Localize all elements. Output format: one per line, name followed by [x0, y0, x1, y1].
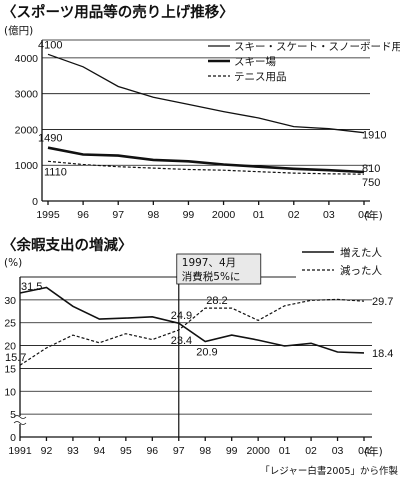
- sales-legend-label: スキー場: [234, 55, 276, 68]
- leisure-x-tick-label: 98: [199, 445, 211, 457]
- sales-data-label: 1910: [362, 130, 386, 142]
- leisure-y-tick-label: 10: [4, 386, 16, 398]
- sales-data-label: 4100: [38, 39, 62, 51]
- leisure-x-tick-label: 95: [120, 445, 132, 457]
- leisure-y-tick-label: 0: [10, 432, 16, 444]
- sales-legend-label: テニス用品: [234, 71, 287, 83]
- series-line-ski-skate-snowboard: [47, 53, 365, 134]
- leisure-data-label: 18.4: [372, 348, 393, 360]
- sales-x-tick-label: 96: [77, 209, 89, 221]
- leisure-data-label: 31.5: [21, 281, 42, 293]
- leisure-legend-bg: [296, 242, 398, 278]
- leisure-x-tick-label: 97: [173, 445, 185, 457]
- sales-y-tick-label: 0: [32, 196, 38, 208]
- sales-y-unit: (億円): [4, 24, 33, 37]
- leisure-y-unit: (%): [4, 257, 22, 269]
- leisure-y-tick-label: 30: [4, 295, 16, 307]
- sales-y-tick-label: 2000: [15, 124, 39, 136]
- sales-y-tick-label: 3000: [15, 89, 39, 101]
- sales-x-tick-label: 98: [147, 209, 159, 221]
- leisure-x-unit: (年): [364, 445, 383, 458]
- leisure-x-tick-label: 03: [332, 445, 344, 457]
- leisure-data-label: 20.9: [196, 346, 217, 358]
- leisure-x-tick-label: 99: [226, 445, 238, 457]
- sales-chart: 〈スポーツ用品等の売り上げ推移〉 (億円) 0 1000 2000 3000 4000 1…: [2, 3, 400, 222]
- leisure-x-tick-label: 02: [305, 445, 317, 457]
- leisure-legend-label: 増えた人: [340, 246, 382, 259]
- axis-break-mark: [13, 415, 27, 419]
- sales-data-label: 810: [362, 163, 380, 175]
- sales-x-tick-label: 2000: [212, 209, 236, 221]
- sales-x-tick-label: 01: [253, 209, 265, 221]
- leisure-x-tick-label: 2000: [246, 445, 270, 457]
- leisure-y-tick-label: 25: [4, 318, 16, 330]
- sales-chart-title: 〈スポーツ用品等の売り上げ推移〉: [2, 3, 234, 21]
- axis-break-mark: [13, 421, 27, 425]
- tax-annotation-box: [176, 253, 262, 285]
- leisure-data-label: 23.4: [171, 335, 192, 347]
- leisure-data-label: 24.9: [171, 310, 192, 322]
- tax-annotation-line1: 1997、4月: [182, 257, 236, 269]
- leisure-chart-title: 〈余暇支出の増減〉: [2, 236, 133, 254]
- leisure-y-tick-label: 15: [4, 363, 16, 375]
- sales-x-tick-label: 03: [323, 209, 335, 221]
- leisure-chart: 〈余暇支出の増減〉 (%) 0 5 10 15 20 25 30 1991 92 93 94 95 96…: [2, 236, 398, 477]
- axis-break-gap: [14, 416, 26, 424]
- series-line-tennis: [47, 160, 365, 175]
- leisure-x-tick-label: 92: [41, 445, 53, 457]
- leisure-y-tick-label: 5: [10, 409, 16, 421]
- leisure-x-tick-label: 93: [67, 445, 79, 457]
- sales-y-tick-label: 1000: [15, 160, 39, 172]
- sales-data-label: 1490: [38, 133, 62, 145]
- sales-data-label: 1110: [44, 166, 67, 178]
- leisure-x-tick-label: 04: [358, 445, 370, 457]
- leisure-x-tick-label: 01: [279, 445, 291, 457]
- sales-x-tick-label: 99: [183, 209, 195, 221]
- series-line-ski-resort: [47, 146, 365, 174]
- leisure-data-label: 29.7: [372, 296, 393, 308]
- leisure-legend-label: 減った人: [340, 264, 382, 277]
- leisure-x-tick-label: 94: [94, 445, 106, 457]
- leisure-x-tick-label: 96: [146, 445, 158, 457]
- sales-legend-label: スキー・スケート・スノーボード用品: [234, 41, 400, 53]
- sales-x-unit: (年): [364, 209, 383, 222]
- sales-x-tick-label: 97: [112, 209, 124, 221]
- sales-x-tick-label: 04: [358, 209, 370, 221]
- leisure-x-tick-label: 1991: [8, 445, 32, 457]
- series-line-decreased: [19, 298, 365, 366]
- sales-y-tick-label: 4000: [15, 53, 39, 65]
- leisure-data-label: 28.2: [206, 295, 227, 307]
- tax-annotation-line2: 消費税5%に: [182, 270, 241, 283]
- leisure-y-tick-label: 20: [4, 341, 16, 353]
- sales-x-tick-label: 02: [288, 209, 300, 221]
- sales-x-tick-label: 1995: [36, 209, 60, 221]
- source-note: 「レジャー白書2005」から作製: [260, 465, 398, 477]
- sales-data-label: 750: [362, 177, 380, 189]
- leisure-data-label: 15.7: [5, 352, 26, 364]
- series-line-increased: [19, 286, 365, 354]
